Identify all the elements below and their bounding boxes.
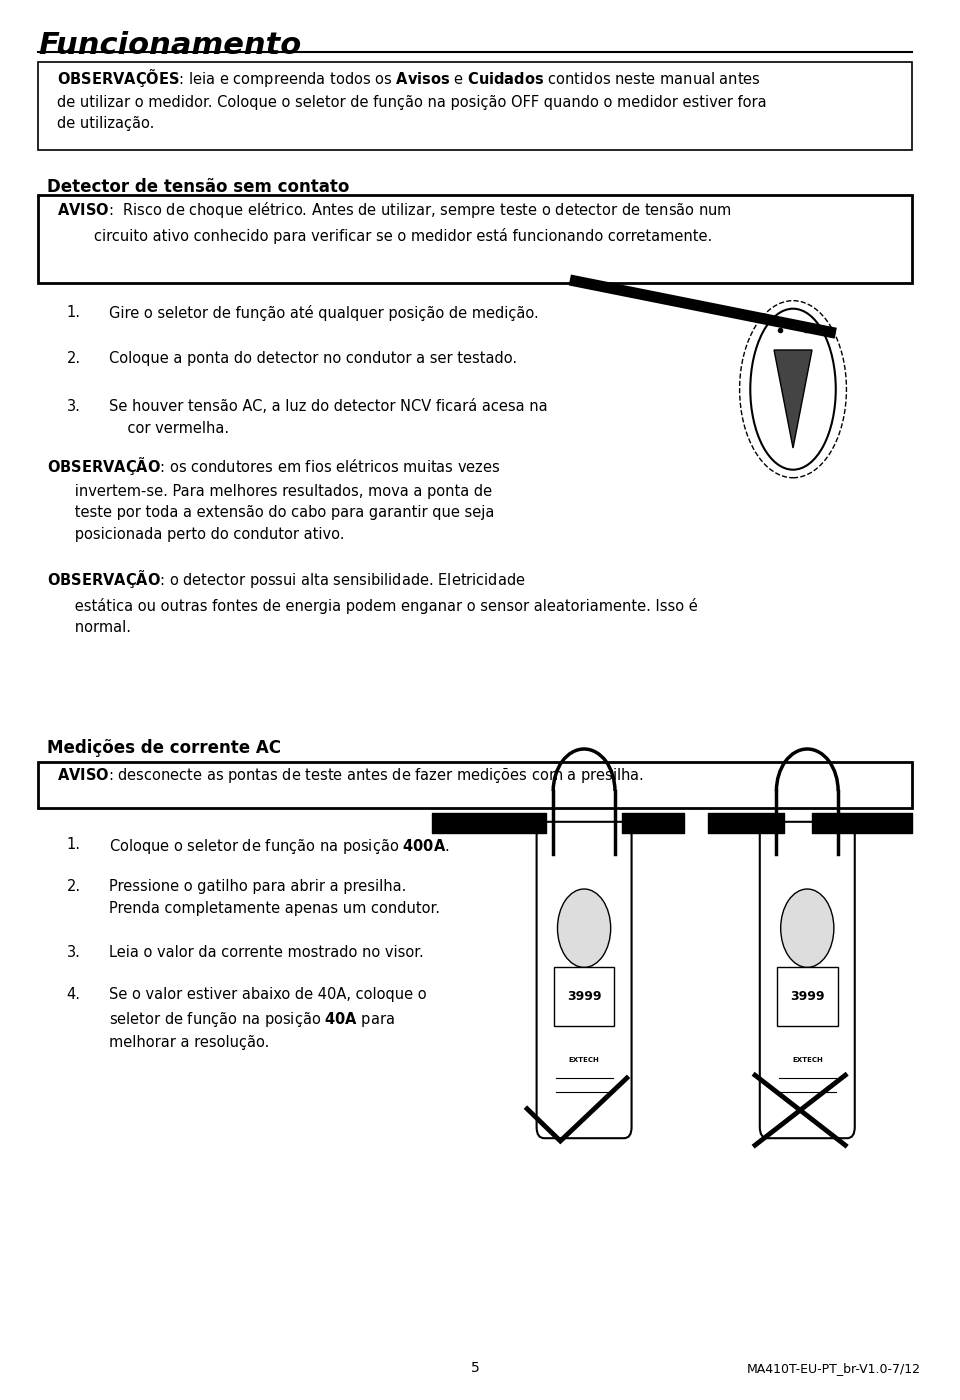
Text: 3.: 3. bbox=[66, 399, 81, 414]
Text: Medições de corrente AC: Medições de corrente AC bbox=[47, 739, 281, 757]
Text: 3999: 3999 bbox=[790, 990, 825, 1004]
FancyBboxPatch shape bbox=[554, 967, 614, 1026]
Text: $\bf{AVISO}$: desconecte as pontas de teste antes de fazer medições com a presil: $\bf{AVISO}$: desconecte as pontas de te… bbox=[57, 766, 644, 785]
FancyBboxPatch shape bbox=[38, 195, 912, 283]
FancyBboxPatch shape bbox=[38, 62, 912, 150]
Circle shape bbox=[780, 889, 834, 967]
FancyBboxPatch shape bbox=[777, 967, 838, 1026]
Text: 2.: 2. bbox=[66, 879, 81, 895]
Text: $\bf{OBSERVAÇÃO}$: os condutores em fios elétricos muitas vezes
      invertem-s: $\bf{OBSERVAÇÃO}$: os condutores em fios… bbox=[47, 455, 501, 542]
FancyBboxPatch shape bbox=[759, 822, 854, 1138]
Text: Funcionamento: Funcionamento bbox=[38, 31, 301, 60]
Text: 1.: 1. bbox=[66, 837, 81, 853]
Text: EXTECH: EXTECH bbox=[792, 1057, 823, 1063]
Text: Se o valor estiver abaixo de 40A, coloque o
seletor de função na posição $\bf{40: Se o valor estiver abaixo de 40A, coloqu… bbox=[109, 987, 427, 1050]
Text: 3.: 3. bbox=[66, 945, 81, 960]
Text: $\bf{OBSERVAÇÕES}$: leia e compreenda todos os $\bf{Avisos}$ e $\bf{Cuidados}$ c: $\bf{OBSERVAÇÕES}$: leia e compreenda to… bbox=[57, 67, 767, 132]
Text: Se houver tensão AC, a luz do detector NCV ficará acesa na
    cor vermelha.: Se houver tensão AC, a luz do detector N… bbox=[109, 399, 548, 435]
Text: MA410T-EU-PT_br-V1.0-7/12: MA410T-EU-PT_br-V1.0-7/12 bbox=[747, 1362, 922, 1375]
FancyBboxPatch shape bbox=[38, 762, 912, 808]
Text: 3999: 3999 bbox=[566, 990, 601, 1004]
Text: Pressione o gatilho para abrir a presilha.
Prenda completamente apenas um condut: Pressione o gatilho para abrir a presilh… bbox=[109, 879, 441, 916]
Text: Gire o seletor de função até qualquer posição de medição.: Gire o seletor de função até qualquer po… bbox=[109, 305, 539, 321]
FancyBboxPatch shape bbox=[537, 822, 632, 1138]
Circle shape bbox=[558, 889, 611, 967]
Text: 1.: 1. bbox=[66, 305, 81, 321]
Text: $\bf{OBSERVAÇÃO}$: o detector possui alta sensibilidade. Eletricidade
      está: $\bf{OBSERVAÇÃO}$: o detector possui alt… bbox=[47, 568, 698, 636]
Text: Leia o valor da corrente mostrado no visor.: Leia o valor da corrente mostrado no vis… bbox=[109, 945, 424, 960]
Text: 5: 5 bbox=[470, 1361, 479, 1375]
Text: 4.: 4. bbox=[66, 987, 81, 1002]
Ellipse shape bbox=[751, 309, 836, 470]
Text: Detector de tensão sem contato: Detector de tensão sem contato bbox=[47, 178, 349, 196]
Polygon shape bbox=[774, 350, 812, 448]
Text: $\bf{AVISO}$:  Risco de choque elétrico. Antes de utilizar, sempre teste o detec: $\bf{AVISO}$: Risco de choque elétrico. … bbox=[57, 200, 732, 244]
Text: 2.: 2. bbox=[66, 351, 81, 367]
Text: EXTECH: EXTECH bbox=[568, 1057, 599, 1063]
Text: Coloque o seletor de função na posição $\bf{400A}$.: Coloque o seletor de função na posição $… bbox=[109, 837, 450, 857]
Text: Coloque a ponta do detector no condutor a ser testado.: Coloque a ponta do detector no condutor … bbox=[109, 351, 517, 367]
